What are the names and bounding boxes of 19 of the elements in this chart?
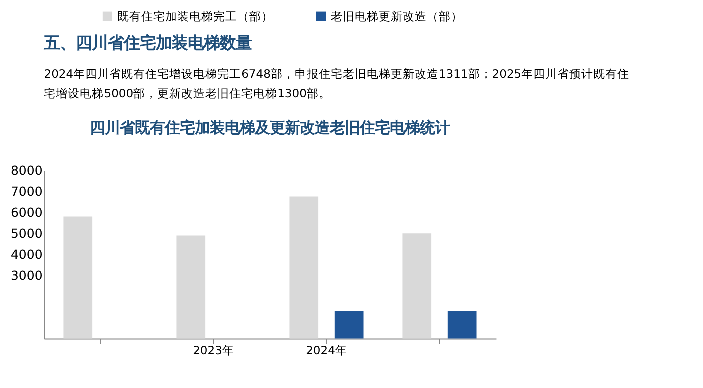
- bar: [334, 311, 364, 339]
- y-tick-label: 5000: [10, 226, 43, 241]
- x-tick-label: 2024年: [306, 344, 348, 358]
- legend-label: 老旧电梯更新改造（部）: [330, 9, 463, 24]
- y-tick-label: 7000: [10, 184, 43, 199]
- y-tick-label: 8000: [10, 162, 43, 178]
- bar: [448, 311, 477, 339]
- y-tick-label: 6000: [10, 204, 43, 220]
- text: 五、四川省住宅加装电梯数量: [43, 33, 252, 52]
- y-tick-label: 3000: [10, 268, 43, 283]
- x-tick-label: 2023年: [193, 344, 234, 358]
- bar: [402, 234, 432, 339]
- chart-title: 四川省既有住宅加装电梯及更新改造老旧住宅电梯统计: [90, 118, 450, 137]
- y-tick-label: 4000: [10, 246, 43, 262]
- bar: [176, 236, 206, 339]
- bar: [290, 196, 319, 339]
- text: 2024年四川省既有住宅增设电梯完工6748部，申报住宅老旧电梯更新改造1311部；2025年四川省预计既有住宅增设电梯5000部，更新改造老旧住宅电梯1300部。: [44, 67, 630, 100]
- bar: [64, 216, 93, 339]
- legend-label: 既有住宅加装电梯完工（部）: [117, 9, 274, 24]
